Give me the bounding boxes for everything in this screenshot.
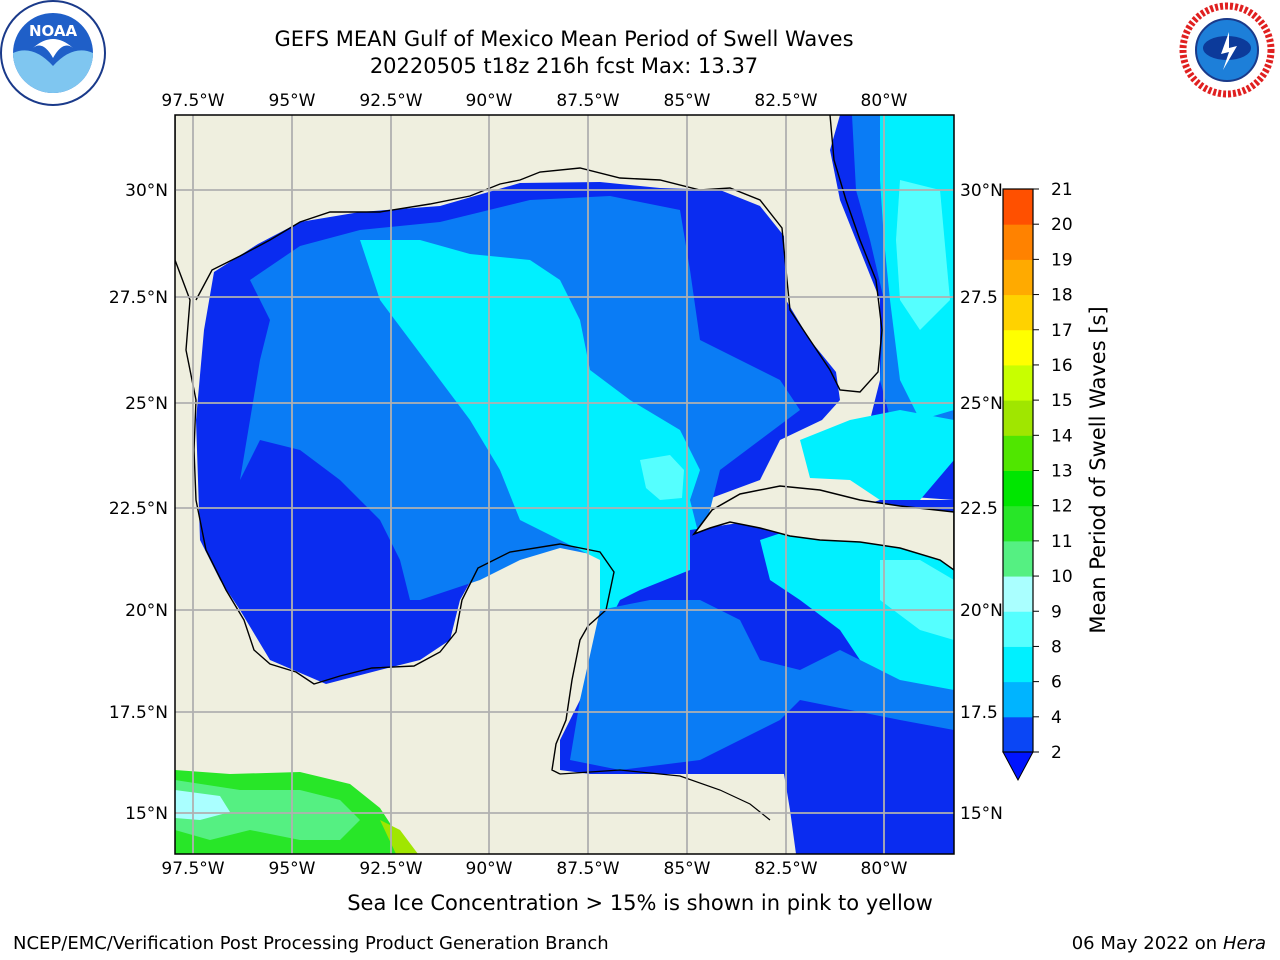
colorbar-swatch [1003, 224, 1033, 260]
svg-text:NOAA: NOAA [29, 22, 78, 40]
lat-label-right: 27.5 [960, 288, 998, 308]
lon-labels-top: 97.5°W 95°W 92.5°W 90°W 87.5°W 85°W 82.5… [161, 91, 907, 111]
colorbar-swatch [1003, 611, 1033, 647]
graticule [175, 115, 954, 854]
colorbar-swatch [1003, 716, 1033, 753]
lon-label-bottom: 92.5°W [359, 859, 422, 879]
lat-label-right: 22.5 [960, 499, 998, 519]
nws-logo [1179, 2, 1275, 98]
colorbar-tick-label: 14 [1051, 426, 1073, 446]
sea-ice-note: Sea Ice Concentration > 15% is shown in … [347, 891, 933, 915]
colorbar-swatch [1003, 646, 1033, 683]
colorbar-swatch [1003, 576, 1033, 612]
colorbar-tick-label: 11 [1051, 532, 1073, 552]
colorbar-swatch [1003, 400, 1033, 436]
colorbar-under-arrow [1002, 751, 1034, 782]
colorbar-tick-label: 21 [1051, 180, 1073, 200]
lon-label-bottom: 82.5°W [754, 859, 817, 879]
colorbar-swatch [1003, 681, 1033, 718]
colorbar-tick-label: 18 [1051, 286, 1073, 306]
lon-label-bottom: 95°W [269, 859, 316, 879]
colorbar-swatch [1003, 435, 1033, 471]
lat-label-right: 15°N [960, 804, 1003, 824]
colorbar-swatch [1003, 189, 1033, 225]
lat-label-right: 25°N [960, 394, 1003, 414]
lon-label-bottom: 97.5°W [161, 859, 224, 879]
colorbar-swatch [1003, 540, 1033, 577]
coastline-us-mexico [175, 115, 615, 775]
lat-label-left: 20°N [125, 601, 168, 621]
pacific-water-yellowgreen [380, 820, 418, 854]
colorbar-tick-label: 2 [1051, 743, 1062, 763]
colorbar-tick-label: 9 [1051, 602, 1062, 622]
colorbar-tick-label: 17 [1051, 321, 1073, 341]
colorbar-tick-label: 16 [1051, 356, 1073, 376]
colorbar-tick-label: 8 [1051, 637, 1062, 657]
caribbean-water-light [880, 560, 954, 640]
lat-label-right: 17.5 [960, 703, 998, 723]
pacific-water-light-green [175, 780, 360, 840]
colorbar-tick-label: 10 [1051, 567, 1073, 587]
lat-label-left: 27.5°N [109, 288, 168, 308]
lon-label-top: 82.5°W [754, 91, 817, 111]
map-subtitle-forecast: 20220505 t18z 216h fcst Max: 13.37 [369, 54, 759, 78]
colorbar-tick-label: 4 [1051, 708, 1062, 728]
colorbar-swatches [1003, 189, 1033, 753]
lat-label-left: 15°N [125, 804, 168, 824]
noaa-logo: NOAA [0, 0, 106, 106]
map-frame [174, 114, 955, 855]
lat-label-left: 30°N [125, 181, 168, 201]
lon-label-bottom: 90°W [466, 859, 513, 879]
straits-water-cyan [800, 410, 954, 500]
coastline-central-america [559, 769, 771, 821]
lat-label-left: 17.5°N [109, 703, 168, 723]
colorbar-tick-label: 13 [1051, 462, 1073, 482]
colorbar-tick-label: 12 [1051, 497, 1073, 517]
colorbar-swatch [1003, 505, 1033, 542]
lat-labels-right: 30°N 27.5 25°N 22.5 20°N 17.5 15°N [960, 181, 1003, 824]
colorbar-tick-label: 19 [1051, 250, 1073, 270]
lon-label-bottom: 87.5°W [556, 859, 619, 879]
colorbar-label: Mean Period of Swell Waves [s] [1086, 306, 1110, 633]
atlantic-water-light [896, 180, 950, 330]
lat-label-right: 30°N [960, 181, 1003, 201]
footer-date-text: 06 May 2022 on [1071, 933, 1218, 954]
land-cuba [691, 485, 954, 571]
footer-date: 06 May 2022 on Hera [1072, 933, 1266, 954]
caribbean-water-medium [570, 600, 954, 770]
lon-label-bottom: 80°W [861, 859, 908, 879]
colorbar-swatch [1003, 470, 1033, 507]
lon-label-top: 97.5°W [161, 91, 224, 111]
lon-label-bottom: 85°W [664, 859, 711, 879]
lon-label-top: 92.5°W [359, 91, 422, 111]
lat-label-right: 20°N [960, 601, 1003, 621]
gulf-water-cyan [360, 240, 710, 620]
lon-label-top: 80°W [861, 91, 908, 111]
lon-label-top: 95°W [269, 91, 316, 111]
colorbar-swatch [1003, 364, 1033, 401]
lon-label-top: 90°W [466, 91, 513, 111]
lat-label-left: 25°N [125, 394, 168, 414]
colorbar-swatch [1003, 259, 1033, 296]
lon-label-top: 87.5°W [556, 91, 619, 111]
colorbar-tick-label: 6 [1051, 673, 1062, 693]
colorbar-tick-label: 15 [1051, 391, 1073, 411]
colorbar-tick-label: 20 [1051, 215, 1073, 235]
lat-label-left: 22.5°N [109, 499, 168, 519]
lon-label-top: 85°W [664, 91, 711, 111]
map-title: GEFS MEAN Gulf of Mexico Mean Period of … [274, 27, 854, 51]
footer-credit: NCEP/EMC/Verification Post Processing Pr… [13, 933, 609, 954]
colorbar: 2 4 6 8 9 10 11 12 13 14 15 16 17 18 19 20 21 Mean Perio… [1002, 180, 1110, 782]
colorbar-ticks: 2 4 6 8 9 10 11 12 13 14 15 16 17 18 19 20 21 [1033, 180, 1073, 763]
footer-machine: Hera [1222, 933, 1266, 954]
gulf-water-light-cyan [640, 455, 684, 500]
lat-labels-left: 30°N 27.5°N 25°N 22.5°N 20°N 17.5°N 15°N [109, 181, 168, 824]
colorbar-swatch [1003, 294, 1033, 331]
colorbar-swatch [1003, 329, 1033, 366]
coastline-north-gulf [195, 115, 883, 393]
map-plot-area [175, 115, 954, 854]
lon-labels-bottom: 97.5°W 95°W 92.5°W 90°W 87.5°W 85°W 82.5… [161, 859, 907, 879]
